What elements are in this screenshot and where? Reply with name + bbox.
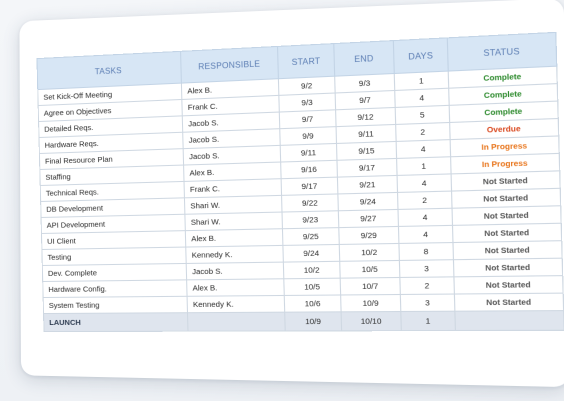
start-cell[interactable]: 9/17 xyxy=(281,177,338,196)
task-cell[interactable]: Dev. Complete xyxy=(42,263,187,282)
launch-responsible-cell[interactable] xyxy=(187,312,286,332)
responsible-cell[interactable]: Alex B. xyxy=(185,228,283,248)
task-table: TASKS RESPONSIBLE START END DAYS STATUS … xyxy=(36,32,564,332)
days-cell[interactable]: 8 xyxy=(398,242,454,261)
launch-status-cell[interactable] xyxy=(454,310,564,331)
start-cell[interactable]: 9/25 xyxy=(282,227,340,246)
launch-task-cell[interactable]: LAUNCH xyxy=(43,312,188,332)
days-cell[interactable]: 4 xyxy=(398,225,453,244)
task-cell[interactable]: Testing xyxy=(41,247,187,266)
column-header-responsible[interactable]: RESPONSIBLE xyxy=(180,46,279,84)
launch-row[interactable]: LAUNCH 10/9 10/10 1 xyxy=(43,310,564,332)
start-cell[interactable]: 9/24 xyxy=(282,244,340,263)
start-cell[interactable]: 9/23 xyxy=(282,210,339,229)
start-cell[interactable]: 9/22 xyxy=(281,193,339,213)
launch-days-cell[interactable]: 1 xyxy=(400,311,456,331)
column-header-status[interactable]: STATUS xyxy=(447,32,557,72)
task-table-body: Set Kick-Off Meeting Alex B. 9/2 9/3 1 C… xyxy=(37,66,564,332)
column-header-end[interactable]: END xyxy=(333,40,395,77)
end-cell[interactable]: 9/17 xyxy=(336,158,398,178)
status-cell[interactable]: Not Started xyxy=(452,223,562,243)
start-cell[interactable]: 9/11 xyxy=(280,143,337,163)
days-cell[interactable]: 4 xyxy=(397,208,453,227)
end-cell[interactable]: 10/9 xyxy=(340,294,401,312)
end-cell[interactable]: 10/5 xyxy=(339,260,400,279)
end-cell[interactable]: 10/7 xyxy=(340,277,401,295)
start-cell[interactable]: 9/7 xyxy=(279,109,337,129)
project-task-sheet: TASKS RESPONSIBLE START END DAYS STATUS … xyxy=(36,32,564,332)
column-header-days[interactable]: DAYS xyxy=(393,37,449,74)
days-cell[interactable]: 5 xyxy=(395,105,450,125)
start-cell[interactable]: 9/16 xyxy=(280,160,338,179)
days-cell[interactable]: 3 xyxy=(400,294,455,312)
end-cell[interactable]: 9/15 xyxy=(336,141,397,161)
status-cell[interactable]: Not Started xyxy=(452,240,563,260)
days-cell[interactable]: 2 xyxy=(397,191,453,210)
days-cell[interactable]: 2 xyxy=(399,276,455,295)
end-cell[interactable]: 9/27 xyxy=(338,209,399,228)
task-cell[interactable]: Hardware Config. xyxy=(42,279,188,298)
status-cell[interactable]: Not Started xyxy=(454,293,564,312)
responsible-cell[interactable]: Kennedy K. xyxy=(185,245,284,264)
end-cell[interactable]: 9/29 xyxy=(338,226,399,245)
responsible-cell[interactable]: Shari W. xyxy=(184,212,283,231)
days-cell[interactable]: 4 xyxy=(394,88,450,108)
status-cell[interactable]: Not Started xyxy=(453,258,563,277)
status-cell[interactable]: Not Started xyxy=(452,205,562,226)
responsible-cell[interactable]: Jacob S. xyxy=(186,262,284,280)
task-cell[interactable]: System Testing xyxy=(43,296,188,314)
launch-end-cell[interactable]: 10/10 xyxy=(341,311,402,331)
days-cell[interactable]: 4 xyxy=(397,173,452,193)
responsible-cell[interactable]: Kennedy K. xyxy=(187,295,285,313)
end-cell[interactable]: 9/11 xyxy=(336,124,397,144)
days-cell[interactable]: 1 xyxy=(396,156,452,176)
days-cell[interactable]: 2 xyxy=(395,122,451,142)
end-cell[interactable]: 9/21 xyxy=(337,175,398,194)
status-cell[interactable]: Not Started xyxy=(453,275,564,295)
days-cell[interactable]: 4 xyxy=(396,139,451,159)
start-cell[interactable]: 10/5 xyxy=(283,278,341,296)
launch-start-cell[interactable]: 10/9 xyxy=(284,311,342,331)
end-cell[interactable]: 10/2 xyxy=(339,243,400,262)
days-cell[interactable]: 3 xyxy=(399,259,454,278)
end-cell[interactable]: 9/24 xyxy=(337,192,398,211)
start-cell[interactable]: 10/6 xyxy=(284,294,342,313)
column-header-start[interactable]: START xyxy=(277,43,335,79)
responsible-cell[interactable]: Alex B. xyxy=(186,278,285,297)
start-cell[interactable]: 10/2 xyxy=(283,261,341,279)
start-cell[interactable]: 9/9 xyxy=(279,126,337,146)
